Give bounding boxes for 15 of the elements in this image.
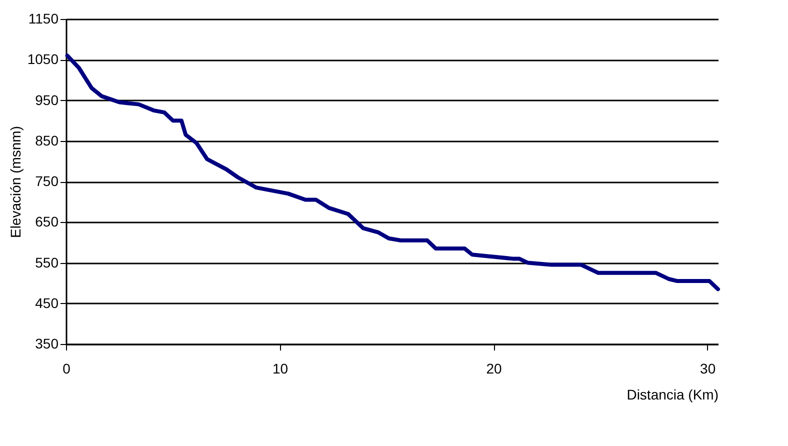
y-tick-label: 350 xyxy=(35,336,59,352)
x-tick-label: 10 xyxy=(272,360,288,376)
x-axis-title: Distancia (Km) xyxy=(626,386,718,402)
x-tick-label: 0 xyxy=(62,360,71,376)
y-tick-label: 850 xyxy=(35,132,59,148)
y-tick-label: 650 xyxy=(35,214,59,230)
y-tick-label: 450 xyxy=(35,294,59,311)
y-tick-label: 950 xyxy=(35,92,59,108)
x-tick-label: 30 xyxy=(700,360,716,376)
y-tick-label: 1050 xyxy=(27,51,59,68)
y-axis-title: Elevación (msnm) xyxy=(7,126,24,238)
y-tick-label: 550 xyxy=(35,254,59,270)
x-tick-label: 20 xyxy=(486,360,502,376)
y-tick-label: 750 xyxy=(35,173,59,189)
y-tick-label: 1150 xyxy=(28,10,59,26)
